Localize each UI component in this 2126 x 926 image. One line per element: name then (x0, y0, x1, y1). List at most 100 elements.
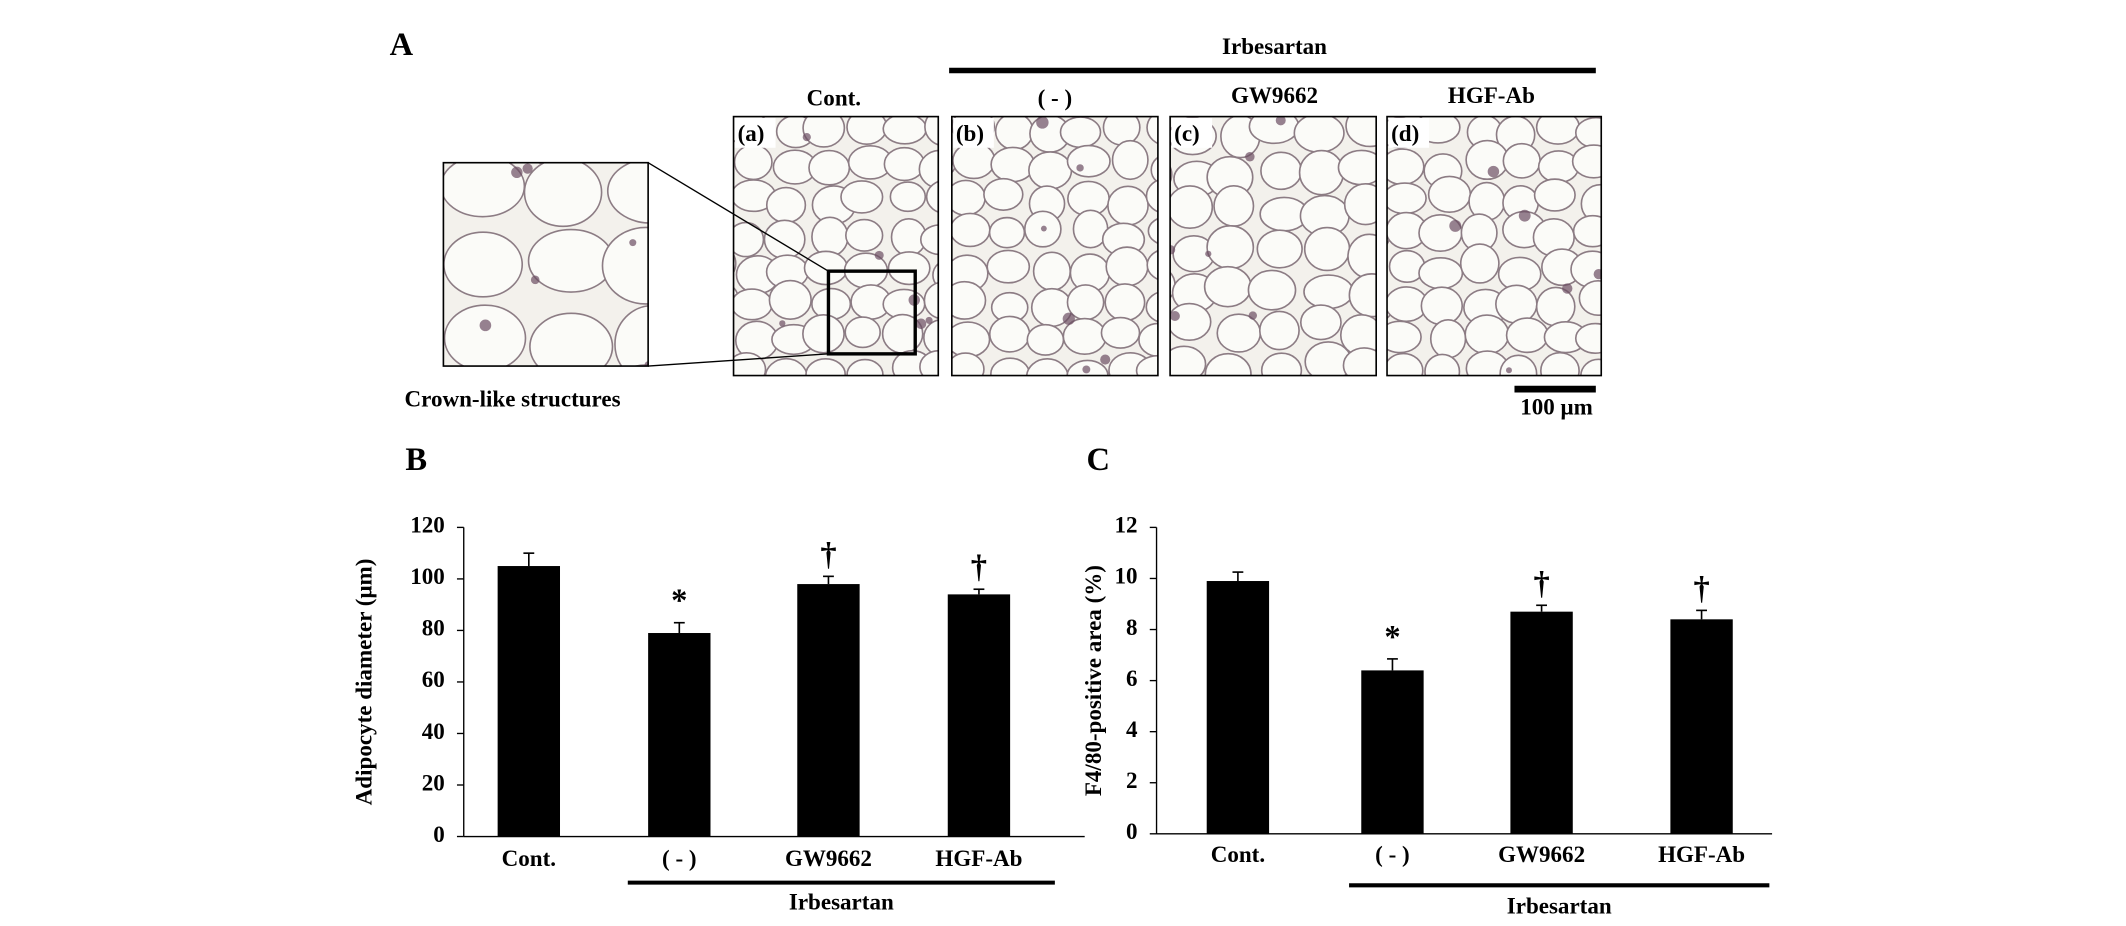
adipocyte (1502, 142, 1541, 179)
adipocyte (360, 85, 447, 149)
stain (1275, 116, 1286, 126)
adipocyte (1204, 352, 1252, 376)
adipocyte (1146, 249, 1158, 281)
column-header: HGF-Ab (1448, 82, 1535, 108)
stain (779, 320, 786, 327)
adipocyte (1298, 149, 1345, 196)
adipocyte (614, 305, 649, 367)
adipocyte (1025, 358, 1069, 376)
adipocyte (918, 149, 939, 189)
y-tick-label: 8 (1126, 614, 1138, 640)
stain (1518, 209, 1531, 222)
adipocyte (890, 394, 931, 432)
adipocyte (733, 236, 734, 243)
adipocyte (349, 159, 437, 230)
adipocyte (692, 148, 730, 180)
adipocyte (990, 357, 1031, 376)
adipocyte (882, 116, 928, 145)
panel-label: A (390, 27, 414, 63)
adipocyte (1258, 310, 1300, 351)
adipocyte (1337, 149, 1377, 186)
adipocyte (1618, 255, 1653, 289)
adipocyte (1574, 116, 1602, 149)
micrograph (1170, 71, 1381, 431)
adipocyte (990, 146, 1036, 183)
column-header: Cont. (807, 85, 861, 111)
adipocyte (913, 389, 956, 427)
adipocyte (743, 116, 757, 118)
adipocyte (948, 76, 989, 110)
adipocyte (808, 149, 851, 186)
y-tick-label: 80 (422, 615, 445, 641)
adipocyte (1540, 351, 1580, 376)
x-tick-label: HGF-Ab (1658, 841, 1745, 867)
adipocyte (1138, 322, 1158, 358)
adipocyte (1572, 214, 1602, 248)
group-label: Irbesartan (789, 889, 894, 915)
bar (797, 584, 860, 837)
adipocyte (1252, 388, 1296, 424)
adipocyte (1216, 313, 1262, 353)
adipocyte (931, 396, 969, 430)
adipocyte (1505, 317, 1549, 354)
adipocyte (1145, 291, 1158, 323)
adipocyte (1624, 153, 1660, 183)
adipocyte (527, 228, 615, 293)
bar (1510, 611, 1573, 834)
bar (497, 566, 561, 837)
bar (1206, 581, 1270, 834)
adipocyte (880, 78, 923, 115)
adipocyte (805, 358, 846, 376)
adipocyte (443, 162, 526, 218)
adipocyte (1150, 156, 1158, 184)
zoom-line (648, 353, 829, 367)
stain (925, 316, 933, 324)
x-tick-label: GW9662 (785, 845, 872, 871)
panel-label: C (1087, 442, 1110, 478)
adipocyte (1028, 151, 1073, 190)
adipocyte (585, 74, 673, 148)
adipocyte (447, 76, 536, 150)
adipocyte (1303, 274, 1354, 310)
adipocyte (1010, 116, 1017, 117)
stain (1487, 165, 1500, 178)
adipocyte (1068, 384, 1108, 420)
adipocyte (1533, 178, 1576, 212)
micrograph (913, 76, 1158, 427)
y-axis-label: F4/80-positive area (%) (1080, 565, 1106, 796)
adipocyte (1107, 185, 1149, 226)
adipocyte (764, 357, 808, 376)
adipocyte (1615, 320, 1656, 358)
adipocyte (951, 212, 991, 248)
adipocyte (915, 76, 958, 111)
adipocyte (1615, 385, 1657, 423)
micrograph (692, 78, 969, 432)
stain (530, 275, 540, 285)
adipocyte (1345, 116, 1377, 148)
adipocyte (988, 216, 1026, 249)
stain (802, 133, 811, 142)
adipocyte (1066, 144, 1111, 178)
adipocyte (733, 124, 734, 133)
adipocyte (1135, 354, 1158, 376)
adipocyte (846, 116, 888, 146)
stain (1593, 268, 1602, 280)
micrograph-frame (951, 115, 1159, 377)
adipocyte (1338, 71, 1381, 111)
adipocyte (1059, 116, 1102, 149)
adipocyte (1256, 229, 1303, 269)
adipocyte (802, 116, 846, 148)
panel-tag: (a) (738, 120, 765, 146)
scale-bar-label: 100 μm (1520, 394, 1593, 420)
y-tick-label: 40 (422, 718, 445, 744)
adipocyte (1203, 265, 1252, 308)
panel-label: B (405, 442, 427, 478)
stain (1062, 312, 1075, 325)
adipocyte (1173, 388, 1213, 431)
adipocyte (1573, 77, 1613, 112)
tag-bg (1388, 117, 1430, 148)
stain (1100, 354, 1111, 365)
adipocyte (765, 186, 807, 224)
adipocyte (1574, 322, 1602, 354)
adipocyte (1389, 78, 1431, 111)
